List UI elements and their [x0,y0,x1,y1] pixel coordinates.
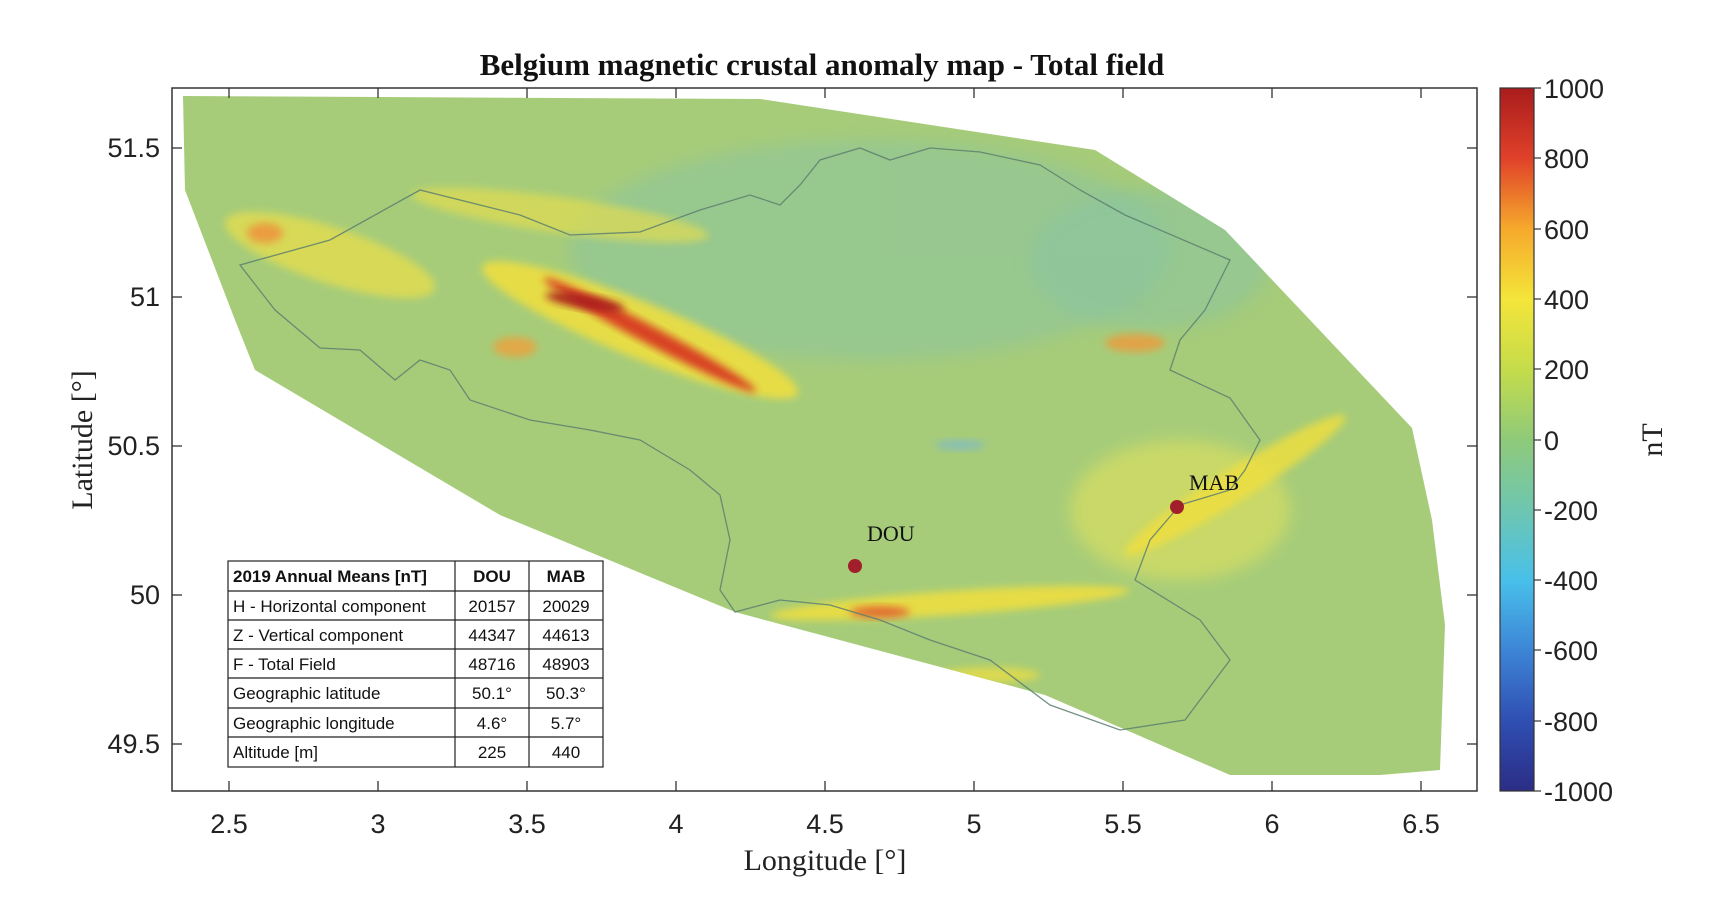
anomaly-spot-west [247,223,283,243]
table-cell: F - Total Field [233,655,336,674]
x-tick-label: 4 [668,809,683,839]
station-marker-mab [1170,500,1184,514]
table-cell: 20157 [468,597,515,616]
table-cell: 5.7° [551,714,581,733]
anomaly-field [183,96,1445,775]
table-cell: Z - Vertical component [233,626,403,645]
anomaly-low-blue [935,440,985,450]
anomaly-belt-ardennes [1124,414,1346,556]
table-cell: 4.6° [477,714,507,733]
y-tick-label: 51.5 [107,133,160,163]
anomaly-spot-east [1105,334,1165,352]
x-axis: 2.5 3 3.5 4 4.5 5 5.5 6 6.5 [210,88,1440,839]
colorbar-tick-label: 800 [1544,144,1589,174]
x-tick-label: 3.5 [508,809,546,839]
table-header-cell: MAB [547,567,586,586]
y-tick-label: 49.5 [107,729,160,759]
table-cell: 440 [552,743,580,762]
anomaly-peak-brabant [545,292,625,312]
x-tick-label: 3 [370,809,385,839]
y-axis: 51.5 51 50.5 50 49.5 [107,133,1477,759]
colorbar-tick-label: -600 [1544,636,1598,666]
table-cell: 20029 [542,597,589,616]
anomaly-spot-central [493,337,537,357]
table-cell: 44347 [468,626,515,645]
table-cell: 48716 [468,655,515,674]
stations: DOU MAB [848,470,1239,573]
table-cell: 50.1° [472,684,512,703]
y-tick-label: 51 [130,282,160,312]
colorbar-tick-label: -1000 [1544,777,1613,807]
table-cell: Altitude [m] [233,743,318,762]
x-tick-label: 5.5 [1104,809,1142,839]
table-cell: 225 [478,743,506,762]
x-tick-label: 5 [966,809,981,839]
y-axis-label: Latitude [°] [66,370,99,509]
colorbar-tick-label: 200 [1544,355,1589,385]
y-tick-label: 50 [130,580,160,610]
table-cell: Geographic latitude [233,684,380,703]
station-label-mab: MAB [1189,470,1239,495]
anomaly-spot-southeast [940,667,1040,683]
colorbar-label: nT [1636,423,1669,456]
chart-title: Belgium magnetic crustal anomaly map - T… [480,47,1165,82]
x-tick-label: 6 [1264,809,1279,839]
colorbar-tick-label: 600 [1544,215,1589,245]
colorbar-tick-label: 400 [1544,285,1589,315]
station-marker-dou [848,559,862,573]
background-low-anomaly-east [1030,190,1270,330]
colorbar-scale [1499,87,1535,792]
table-header-cell: 2019 Annual Means [nT] [233,567,427,586]
background-low-anomaly [570,140,1170,360]
table-cell: Geographic longitude [233,714,395,733]
colorbar-tick-label: -400 [1544,566,1598,596]
colorbar: 1000 800 600 400 200 0 -200 -400 -600 -8… [1499,74,1669,807]
y-tick-label: 50.5 [107,431,160,461]
colorbar-tick-label: 1000 [1544,74,1604,104]
colorbar-tick-label: 0 [1544,426,1559,456]
table-cell: H - Horizontal component [233,597,426,616]
anomaly-spot-south [850,606,910,618]
table-cell: 44613 [542,626,589,645]
anomaly-belt-north [411,187,709,243]
belgium-border [238,147,1261,731]
annual-means-table: 2019 Annual Means [nT] DOU MAB H - Horiz… [227,560,604,768]
table-header-cell: DOU [473,567,511,586]
x-tick-label: 6.5 [1402,809,1440,839]
station-label-dou: DOU [867,521,915,546]
x-tick-label: 2.5 [210,809,248,839]
x-tick-label: 4.5 [806,809,844,839]
table-cell: 48903 [542,655,589,674]
table-cell: 50.3° [546,684,586,703]
colorbar-tick-label: -800 [1544,707,1598,737]
x-axis-label: Longitude [°] [744,844,907,877]
colorbar-tick-label: -200 [1544,496,1598,526]
